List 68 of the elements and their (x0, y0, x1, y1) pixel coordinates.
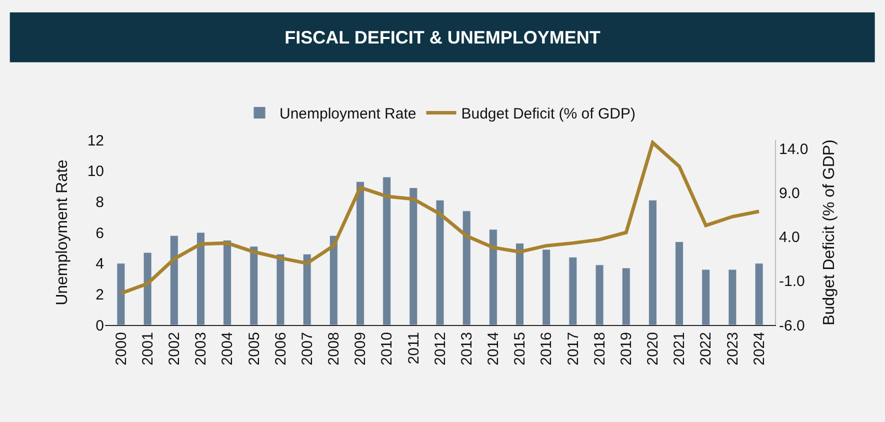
x-tick-label: 2015 (512, 332, 529, 366)
x-tick-label: 2018 (591, 332, 608, 366)
y2-tick-label: 4.0 (779, 229, 800, 246)
y2-tick-label: -6.0 (779, 317, 805, 334)
bar (595, 264, 604, 325)
x-tick-label: 2016 (538, 332, 556, 366)
bar (462, 210, 471, 325)
x-tick-label: 2007 (298, 332, 316, 366)
bar (329, 235, 338, 325)
legend-label: Unemployment Rate (280, 106, 416, 123)
bar (516, 243, 524, 325)
bar (302, 254, 312, 325)
x-tick-label: 2004 (219, 332, 236, 366)
bar (223, 240, 232, 325)
y2-tick-label: 14.0 (779, 141, 808, 158)
x-tick-label: 2001 (139, 332, 156, 366)
x-tick-label: 2000 (112, 332, 130, 366)
x-tick-label: 2012 (432, 332, 449, 366)
bar (622, 268, 630, 325)
bar (728, 269, 737, 325)
x-tick-label: 2008 (326, 332, 343, 366)
x-tick-label: 2023 (724, 332, 742, 366)
bar (754, 263, 764, 325)
y-tick-label: 8 (96, 194, 104, 211)
bar (675, 242, 684, 325)
y-tick-label: 6 (96, 224, 104, 242)
y-tick-label: 12 (87, 132, 104, 150)
y-tick-label: 2 (96, 286, 104, 304)
legend-label: Budget Deficit (% of GDP) (461, 106, 636, 123)
bar (409, 188, 418, 325)
x-tick-label: 2014 (485, 332, 502, 366)
x-tick-label: 2020 (644, 332, 662, 366)
y-tick-label: 10 (87, 163, 104, 180)
bar (250, 246, 258, 325)
bar (648, 200, 657, 325)
chart-title: FISCAL DEFICIT & UNEMPLOYMENT (284, 27, 600, 48)
y2-tick-label: -1.0 (779, 273, 805, 290)
x-tick-label: 2019 (618, 332, 635, 366)
x-tick-label: 2024 (750, 332, 768, 366)
y-tick-label: 4 (96, 256, 104, 273)
bar (356, 181, 364, 325)
bar (542, 249, 551, 325)
x-tick-label: 2010 (378, 332, 396, 366)
x-tick-label: 2006 (272, 332, 290, 366)
y2-axis-title: Budget Deficit (% of GDP) (820, 140, 838, 326)
x-tick-label: 2009 (352, 332, 370, 366)
x-tick-label: 2017 (564, 332, 582, 366)
y-axis-title: Unemployment Rate (54, 159, 72, 306)
x-tick-label: 2013 (458, 332, 476, 366)
bar (568, 256, 578, 325)
x-tick-label: 2003 (192, 332, 210, 366)
bar (116, 263, 126, 325)
bar (276, 254, 285, 325)
bar (143, 252, 152, 325)
bar (382, 176, 392, 325)
x-tick-label: 2022 (698, 332, 715, 366)
x-tick-label: 2002 (166, 332, 184, 366)
x-tick-label: 2011 (405, 332, 422, 364)
bar (196, 232, 205, 325)
x-tick-label: 2005 (246, 332, 263, 366)
bar (702, 269, 710, 325)
x-tick-label: 2021 (671, 332, 688, 366)
bar (488, 229, 498, 325)
bar (436, 200, 444, 325)
y2-tick-label: 9.0 (779, 185, 800, 202)
bar (170, 235, 178, 325)
y-tick-label: 0 (96, 317, 104, 334)
line-series (119, 140, 761, 296)
